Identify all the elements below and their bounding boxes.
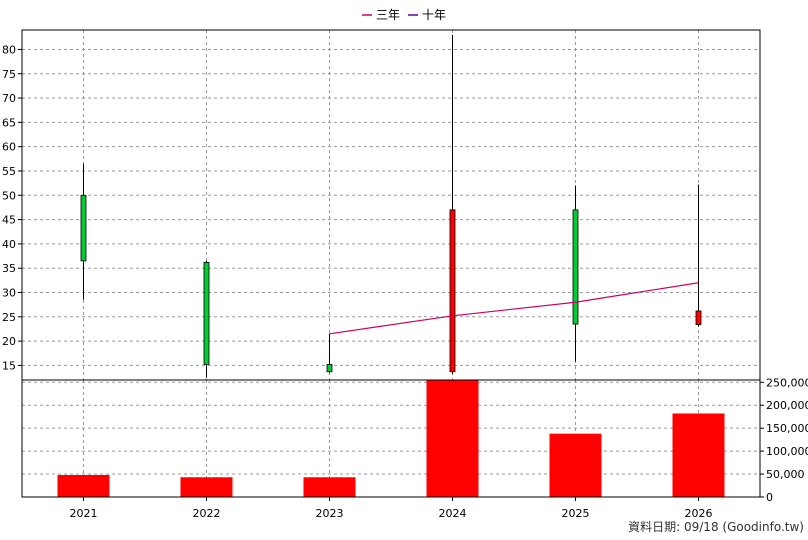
price-tick-label: 40 bbox=[2, 238, 16, 251]
candle-body bbox=[203, 261, 210, 365]
volume-plot-frame bbox=[21, 379, 761, 498]
x-tick-label: 2021 bbox=[70, 507, 98, 520]
x-tick-label: 2026 bbox=[685, 507, 713, 520]
candle-body bbox=[572, 209, 579, 325]
volume-bar bbox=[426, 380, 479, 497]
volume-tick-label: 50,000 bbox=[766, 468, 805, 481]
price-tick-label: 75 bbox=[2, 68, 16, 81]
price-tick-label: 80 bbox=[2, 43, 16, 56]
volume-tick-label: 200,000 bbox=[766, 399, 808, 412]
price-tick-label: 20 bbox=[2, 335, 16, 348]
price-tick-label: 45 bbox=[2, 214, 16, 227]
legend-label-1: 十年 bbox=[422, 8, 446, 22]
volume-bar bbox=[549, 433, 602, 497]
volume-tick-label: 0 bbox=[766, 491, 773, 504]
x-tick-label: 2025 bbox=[562, 507, 590, 520]
x-tick-label: 2022 bbox=[193, 507, 221, 520]
x-tick-label: 2024 bbox=[439, 507, 467, 520]
volume-bar bbox=[180, 477, 233, 497]
credit-text: 資料日期: 09/18 (Goodinfo.tw) bbox=[628, 520, 804, 534]
volume-bar bbox=[672, 413, 725, 497]
volume-tick-label: 100,000 bbox=[766, 445, 808, 458]
price-tick-label: 55 bbox=[2, 165, 16, 178]
volume-tick-label: 250,000 bbox=[766, 376, 808, 389]
candle-body bbox=[695, 310, 702, 325]
series-line bbox=[329, 282, 699, 335]
volume-bar bbox=[303, 477, 356, 497]
plot-frames bbox=[21, 29, 761, 498]
volume-y-axis: 0 50,000 100,000 150,000 200,000 250,000 bbox=[760, 376, 808, 504]
candle-body bbox=[449, 209, 456, 373]
candle-body bbox=[80, 194, 87, 262]
price-tick-label: 35 bbox=[2, 262, 16, 275]
candles bbox=[80, 34, 702, 378]
legend-label-0: 三年 bbox=[376, 8, 400, 22]
price-tick-label: 30 bbox=[2, 287, 16, 300]
price-lines bbox=[329, 282, 699, 335]
price-tick-label: 25 bbox=[2, 311, 16, 324]
candle-body bbox=[326, 364, 333, 373]
legend: 三年 十年 bbox=[362, 8, 446, 22]
x-axis: 2021 2022 2023 2024 2025 2026 bbox=[70, 497, 713, 520]
x-tick-label: 2023 bbox=[316, 507, 344, 520]
price-tick-label: 60 bbox=[2, 141, 16, 154]
price-y-axis: 15 20 25 30 35 40 45 50 55 60 65 70 75 80 bbox=[2, 43, 22, 372]
volume-bar bbox=[57, 474, 110, 497]
volume-tick-label: 150,000 bbox=[766, 422, 808, 435]
price-tick-label: 50 bbox=[2, 189, 16, 202]
volume-bars bbox=[57, 380, 725, 497]
price-tick-label: 70 bbox=[2, 92, 16, 105]
price-tick-label: 15 bbox=[2, 359, 16, 372]
price-tick-label: 65 bbox=[2, 116, 16, 129]
price-grid bbox=[22, 30, 760, 380]
